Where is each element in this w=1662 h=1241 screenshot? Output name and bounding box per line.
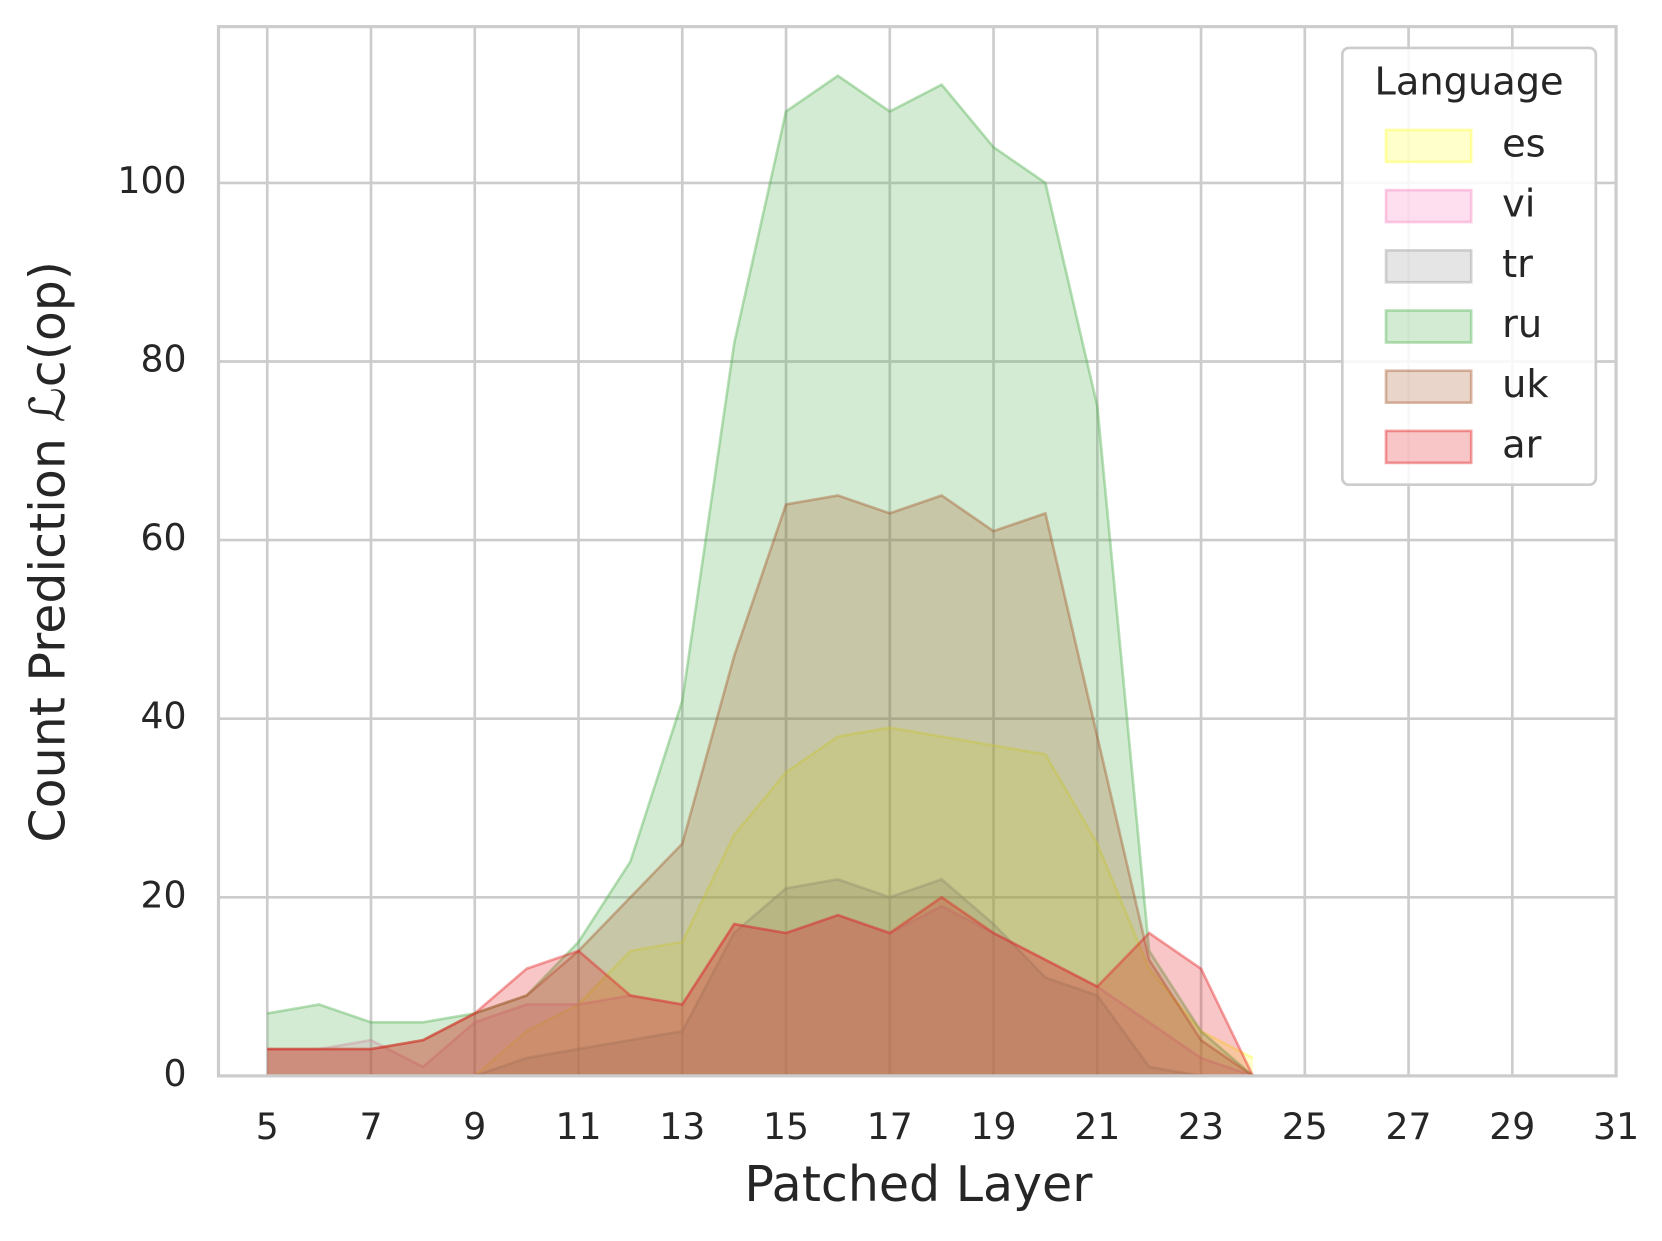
area xyxy=(267,906,1253,1076)
legend-label: ru xyxy=(1502,302,1542,347)
legend-swatch xyxy=(1384,429,1473,465)
y-tick-label: 100 xyxy=(117,159,186,202)
legend-title: Language xyxy=(1374,60,1563,105)
area-line xyxy=(267,895,1255,1077)
legend-swatch xyxy=(1384,369,1473,404)
x-tick-label: 17 xyxy=(867,1105,913,1148)
area xyxy=(267,879,1253,1076)
x-tick-label: 23 xyxy=(1178,1105,1224,1148)
x-axis-label: Patched Layer xyxy=(744,1156,1093,1213)
legend-swatch xyxy=(1384,309,1473,344)
x-tick-label: 29 xyxy=(1489,1105,1535,1148)
legend-swatch xyxy=(1384,188,1473,224)
area xyxy=(267,897,1253,1076)
y-tick-label: 20 xyxy=(140,873,186,916)
y-tick-label: 80 xyxy=(140,338,186,381)
x-tick-label: 7 xyxy=(359,1105,382,1148)
plot-frame xyxy=(216,25,1618,1078)
legend-swatch xyxy=(1384,128,1473,164)
legend-label: uk xyxy=(1502,362,1549,407)
area xyxy=(267,727,1253,1076)
y-tick-label: 60 xyxy=(140,516,186,559)
x-tick-label: 25 xyxy=(1282,1105,1328,1148)
x-tick-label: 11 xyxy=(555,1105,601,1148)
x-tick-label: 13 xyxy=(659,1105,705,1148)
area xyxy=(267,75,1253,1076)
legend: Language es vi tr ru uk ar xyxy=(1340,46,1598,487)
x-tick-label: 9 xyxy=(463,1105,486,1148)
area-line xyxy=(267,74,1254,1077)
x-tick-label: 5 xyxy=(256,1105,279,1148)
area-line xyxy=(267,904,1254,1078)
x-tick-label: 15 xyxy=(763,1105,809,1148)
x-tick-label: 21 xyxy=(1074,1105,1120,1148)
area-line xyxy=(267,493,1254,1077)
legend-label: es xyxy=(1502,121,1546,166)
area xyxy=(267,495,1253,1076)
legend-swatch xyxy=(1384,248,1473,284)
legend-box xyxy=(1340,46,1598,487)
legend-label: ar xyxy=(1502,422,1541,467)
y-tick-label: 40 xyxy=(140,695,186,738)
x-tick-label: 31 xyxy=(1593,1105,1639,1148)
y-tick-label: 0 xyxy=(163,1052,186,1095)
legend-label: tr xyxy=(1502,242,1533,287)
y-axis-label: Count Prediction ℒc(op) xyxy=(20,261,77,843)
x-tick-label: 19 xyxy=(971,1105,1017,1148)
legend-label: vi xyxy=(1502,182,1535,227)
x-tick-label: 27 xyxy=(1386,1105,1432,1148)
